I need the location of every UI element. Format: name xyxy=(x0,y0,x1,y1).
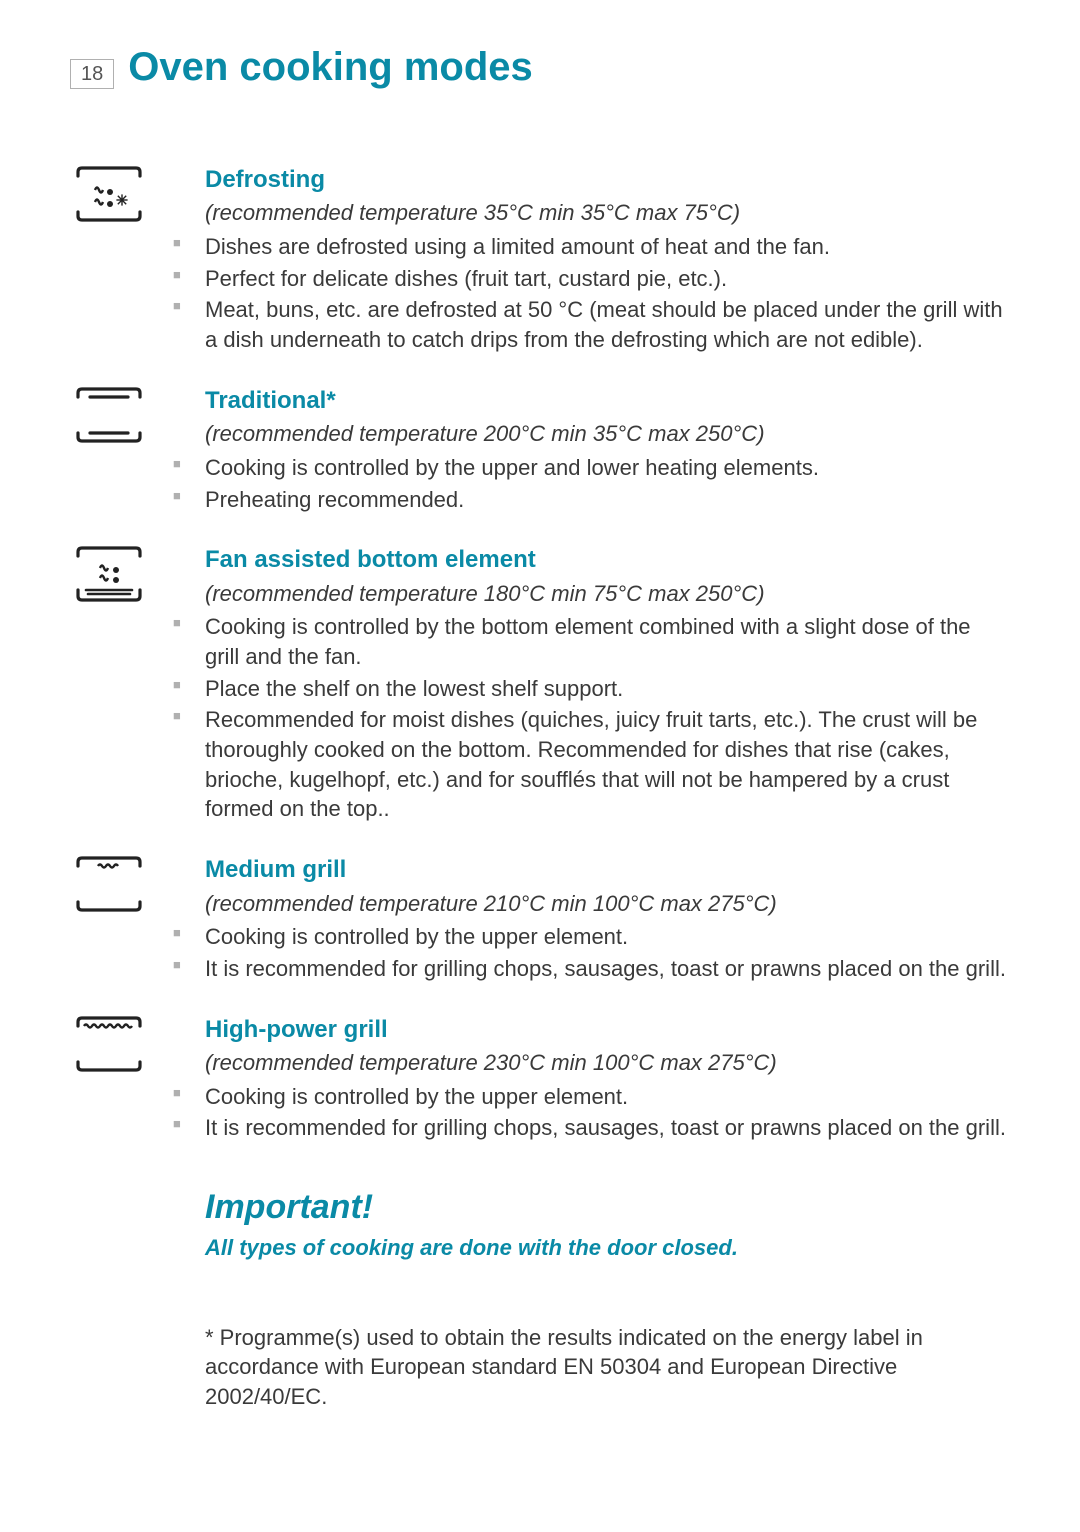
important-block: Important! All types of cooking are done… xyxy=(205,1185,1010,1263)
footnote: * Programme(s) used to obtain the result… xyxy=(205,1323,1010,1412)
mode-bullet: It is recommended for grilling chops, sa… xyxy=(173,954,1010,984)
page-number: 18 xyxy=(70,59,114,89)
mode-bullet: Preheating recommended. xyxy=(173,485,1010,515)
mode-title: Traditional* xyxy=(205,385,1010,417)
mode-bullet: Cooking is controlled by the upper and l… xyxy=(173,453,1010,483)
mode-bullet: Cooking is controlled by the upper eleme… xyxy=(173,1082,1010,1112)
mode-bullet: Recommended for moist dishes (quiches, j… xyxy=(173,705,1010,824)
mode-traditional: Traditional* (recommended temperature 20… xyxy=(70,385,1010,516)
mode-title: Medium grill xyxy=(205,854,1010,886)
mode-title: High-power grill xyxy=(205,1014,1010,1046)
mode-bullet: Perfect for delicate dishes (fruit tart,… xyxy=(173,264,1010,294)
mode-bullet: It is recommended for grilling chops, sa… xyxy=(173,1113,1010,1143)
mode-bullet: Cooking is controlled by the bottom elem… xyxy=(173,612,1010,671)
fan-bottom-icon xyxy=(70,546,148,610)
page-header: 18 Oven cooking modes xyxy=(70,40,1010,94)
mode-subtitle: (recommended temperature 200°C min 35°C … xyxy=(205,419,1010,449)
mode-bullet: Meat, buns, etc. are defrosted at 50 °C … xyxy=(173,295,1010,354)
mode-subtitle: (recommended temperature 180°C min 75°C … xyxy=(205,579,1010,609)
mode-high-grill: High-power grill (recommended temperatur… xyxy=(70,1014,1010,1145)
mode-fan-bottom: Fan assisted bottom element (recommended… xyxy=(70,544,1010,826)
mode-subtitle: (recommended temperature 230°C min 100°C… xyxy=(205,1048,1010,1078)
traditional-icon xyxy=(70,387,148,451)
page-title: Oven cooking modes xyxy=(128,40,533,94)
important-heading: Important! xyxy=(205,1185,1010,1231)
mode-title: Fan assisted bottom element xyxy=(205,544,1010,576)
mode-bullet: Dishes are defrosted using a limited amo… xyxy=(173,232,1010,262)
defrosting-icon xyxy=(70,166,148,230)
mode-subtitle: (recommended temperature 210°C min 100°C… xyxy=(205,889,1010,919)
mode-subtitle: (recommended temperature 35°C min 35°C m… xyxy=(205,198,1010,228)
mode-bullet: Cooking is controlled by the upper eleme… xyxy=(173,922,1010,952)
mode-defrosting: Defrosting (recommended temperature 35°C… xyxy=(70,164,1010,357)
mode-medium-grill: Medium grill (recommended temperature 21… xyxy=(70,854,1010,985)
high-grill-icon xyxy=(70,1016,148,1080)
important-text: All types of cooking are done with the d… xyxy=(205,1233,1010,1263)
mode-bullet: Place the shelf on the lowest shelf supp… xyxy=(173,674,1010,704)
mode-title: Defrosting xyxy=(205,164,1010,196)
medium-grill-icon xyxy=(70,856,148,920)
